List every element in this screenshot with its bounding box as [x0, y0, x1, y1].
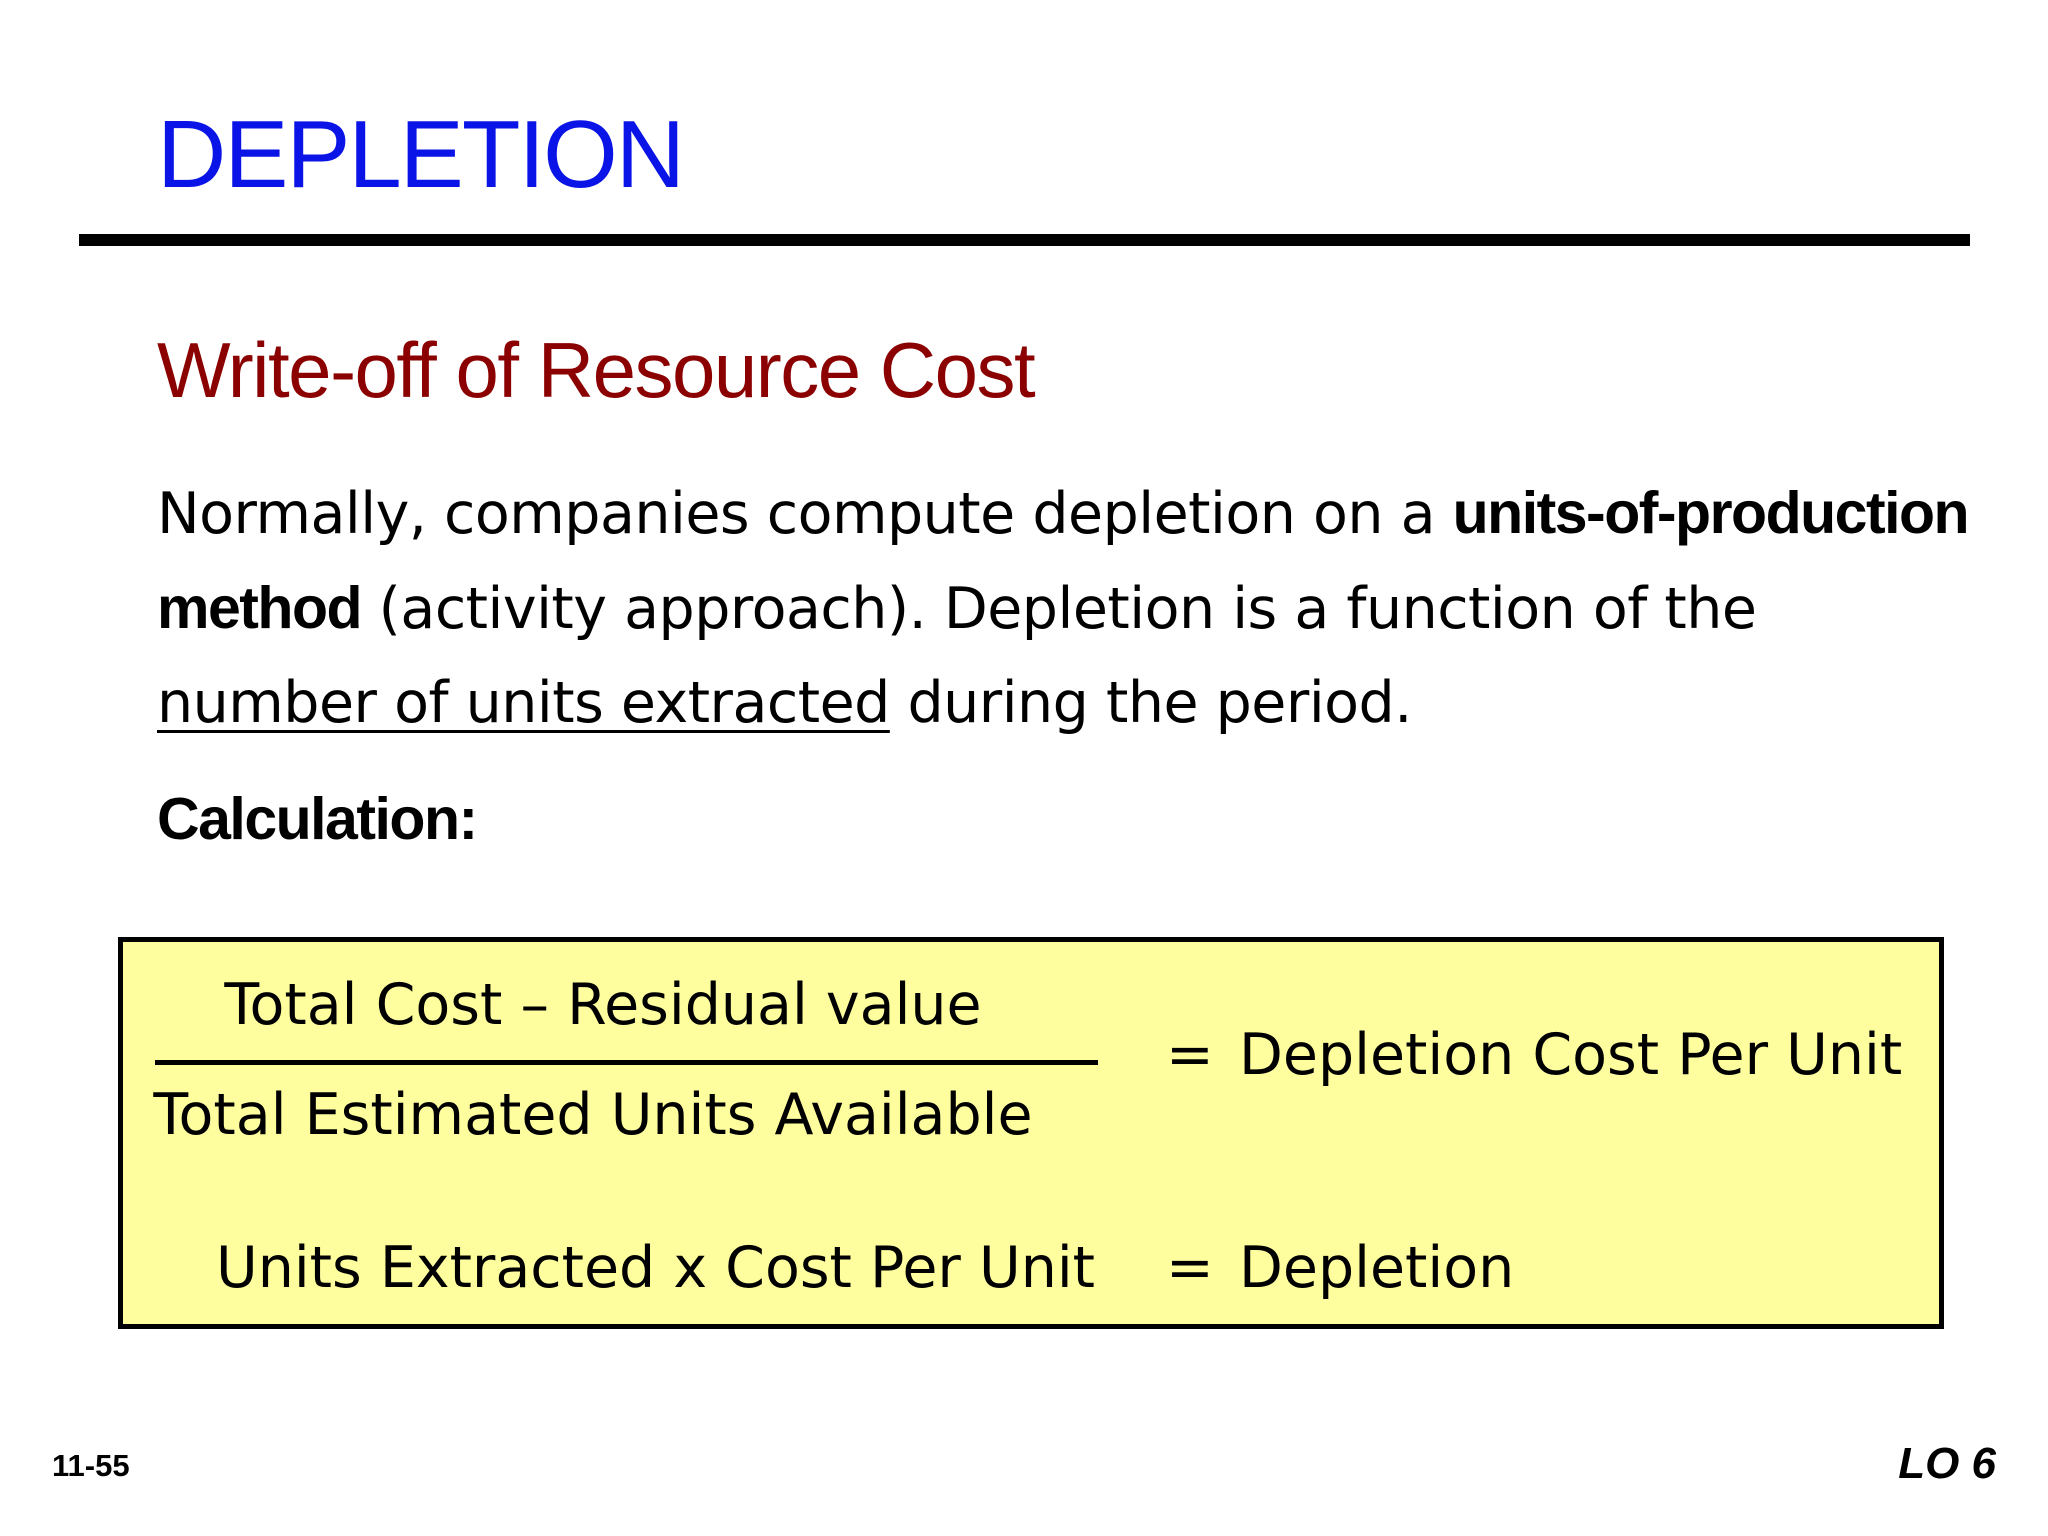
formula-result-2: Depletion — [1239, 1235, 1515, 1301]
slide-subtitle: Write-off of Resource Cost — [157, 326, 1036, 414]
calculation-label: Calculation: — [157, 786, 478, 852]
paragraph-underlined-text: number of units extracted — [157, 670, 890, 736]
learning-objective: LO 6 — [1898, 1439, 1996, 1488]
formula-result-1: Depletion Cost Per Unit — [1239, 1022, 1903, 1088]
equals-sign-1: = — [1166, 1022, 1214, 1088]
title-divider — [79, 234, 1970, 246]
paragraph-bold-method: method — [157, 575, 363, 641]
paragraph-text-2: (activity approach). Depletion is a func… — [361, 576, 1757, 642]
slide-title: DEPLETION — [157, 101, 685, 208]
formula-lhs-2: Units Extracted x Cost Per Unit — [215, 1235, 1096, 1301]
equals-sign-2: = — [1166, 1235, 1214, 1301]
paragraph-text-3: during the period. — [889, 670, 1412, 736]
paragraph-bold-units-of-production: units-of-production — [1452, 480, 1970, 546]
formula-denominator: Total Estimated Units Available — [153, 1082, 1033, 1148]
body-paragraph: Normally, companies compute depletion on… — [157, 466, 1997, 750]
paragraph-text-1: Normally, companies compute depletion on… — [157, 481, 1453, 547]
formula-box: Total Cost – Residual value Total Estima… — [118, 937, 1944, 1329]
fraction-bar — [155, 1060, 1098, 1065]
slide-number: 11-55 — [52, 1448, 130, 1483]
formula-numerator: Total Cost – Residual value — [224, 972, 982, 1038]
